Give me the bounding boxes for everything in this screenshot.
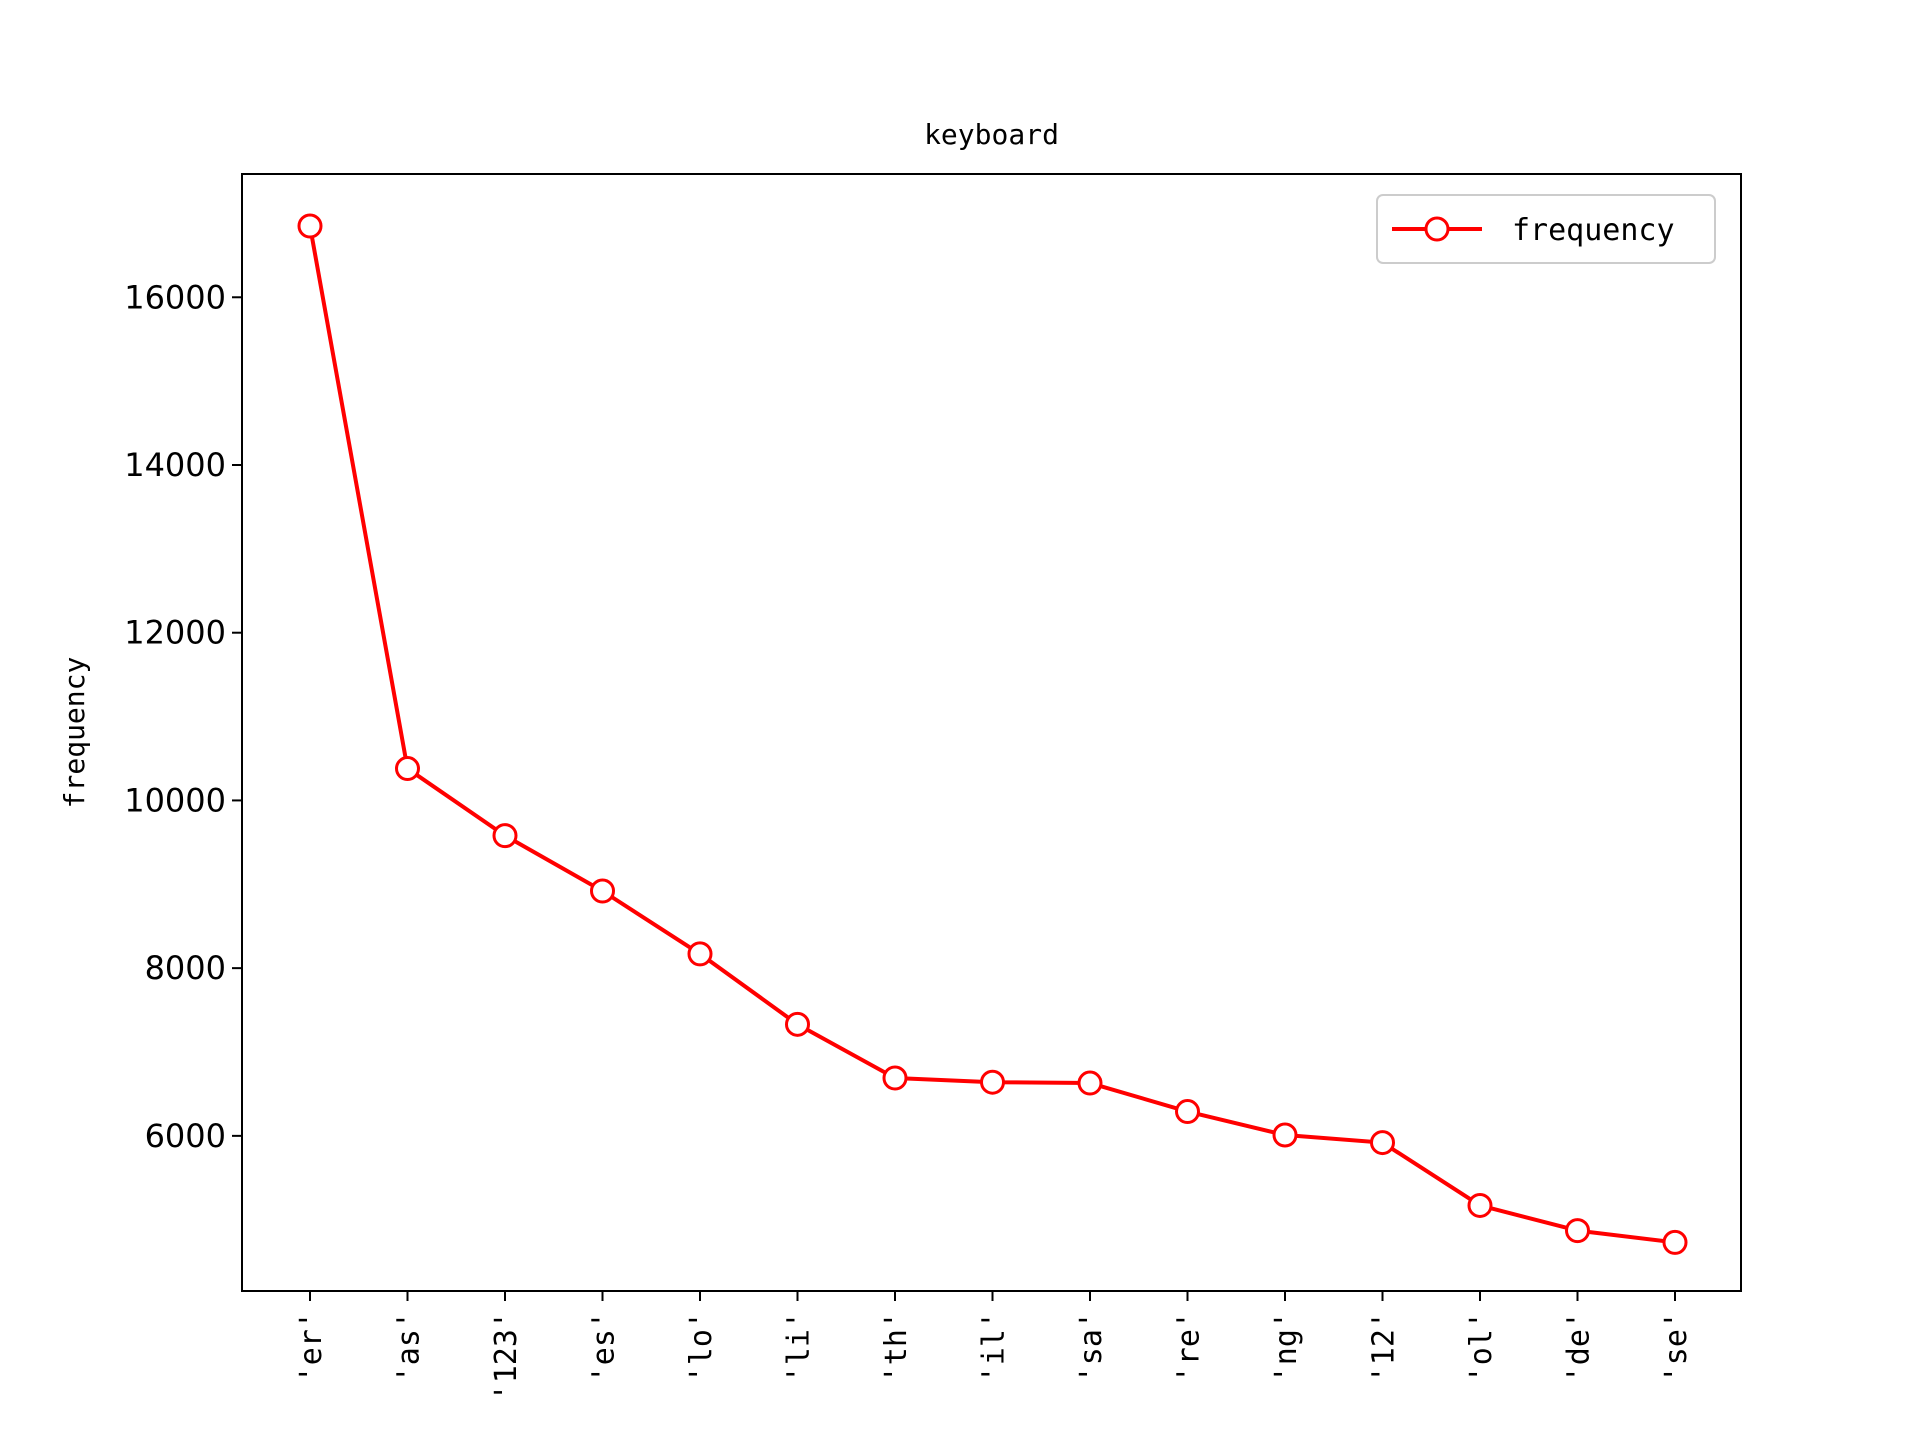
series-frequency — [297, 213, 1688, 1255]
data-point — [1175, 1099, 1200, 1125]
x-tick-label: 'il' — [977, 1311, 1012, 1383]
x-tick-label: 'ng' — [1269, 1311, 1304, 1383]
x-tick-label: 'sa' — [1074, 1311, 1109, 1383]
x-tick-label: 'th' — [879, 1311, 914, 1383]
x-tick-label: 'de' — [1562, 1311, 1597, 1383]
data-point — [297, 213, 323, 239]
x-tick-label: '12' — [1367, 1311, 1402, 1383]
x-tick-label: '123' — [489, 1311, 524, 1401]
data-point — [687, 941, 713, 967]
legend: frequency — [1376, 194, 1716, 264]
data-point — [1077, 1070, 1103, 1096]
x-tick-label: 'li' — [782, 1311, 817, 1383]
data-point — [1565, 1218, 1590, 1244]
data-point — [492, 823, 518, 849]
data-point — [1467, 1192, 1493, 1218]
data-point — [1370, 1130, 1395, 1156]
x-tick-label: 'lo' — [684, 1311, 719, 1383]
y-tick-label: 14000 — [124, 446, 226, 484]
y-tick-label: 6000 — [145, 1117, 226, 1155]
y-tick-label: 8000 — [145, 949, 226, 987]
data-point — [980, 1069, 1005, 1095]
data-point — [1662, 1229, 1688, 1255]
data-point — [590, 878, 615, 904]
legend-entry-frequency: frequency — [1512, 213, 1675, 248]
y-tick-label: 10000 — [124, 781, 226, 819]
y-tick-label: 16000 — [124, 278, 226, 316]
y-tick-label: 12000 — [124, 614, 226, 652]
y-axis-label: frequency — [58, 657, 91, 809]
x-tick-label: 're' — [1172, 1311, 1207, 1383]
data-point — [395, 756, 420, 782]
data-point — [785, 1011, 810, 1037]
chart-title: keyboard — [924, 118, 1059, 151]
x-tick-label: 'ol' — [1464, 1311, 1499, 1383]
legend-marker-swatch — [1424, 216, 1450, 242]
x-tick-label: 'se' — [1659, 1311, 1694, 1383]
data-point — [882, 1065, 908, 1091]
x-tick-label: 'es' — [587, 1311, 622, 1383]
data-point — [1272, 1122, 1298, 1148]
x-tick-label: 'er' — [294, 1311, 329, 1383]
x-axis: 'er' 'as' '123' 'es' 'lo' 'li' 'th' 'il' 'sa' 're… — [294, 1291, 1694, 1401]
y-axis: 6000 8000 10000 12000 14000 16000 — [124, 278, 242, 1155]
plot-area-frame — [241, 173, 1742, 1292]
legend-box — [1376, 194, 1716, 264]
x-tick-label: 'as' — [392, 1311, 427, 1383]
